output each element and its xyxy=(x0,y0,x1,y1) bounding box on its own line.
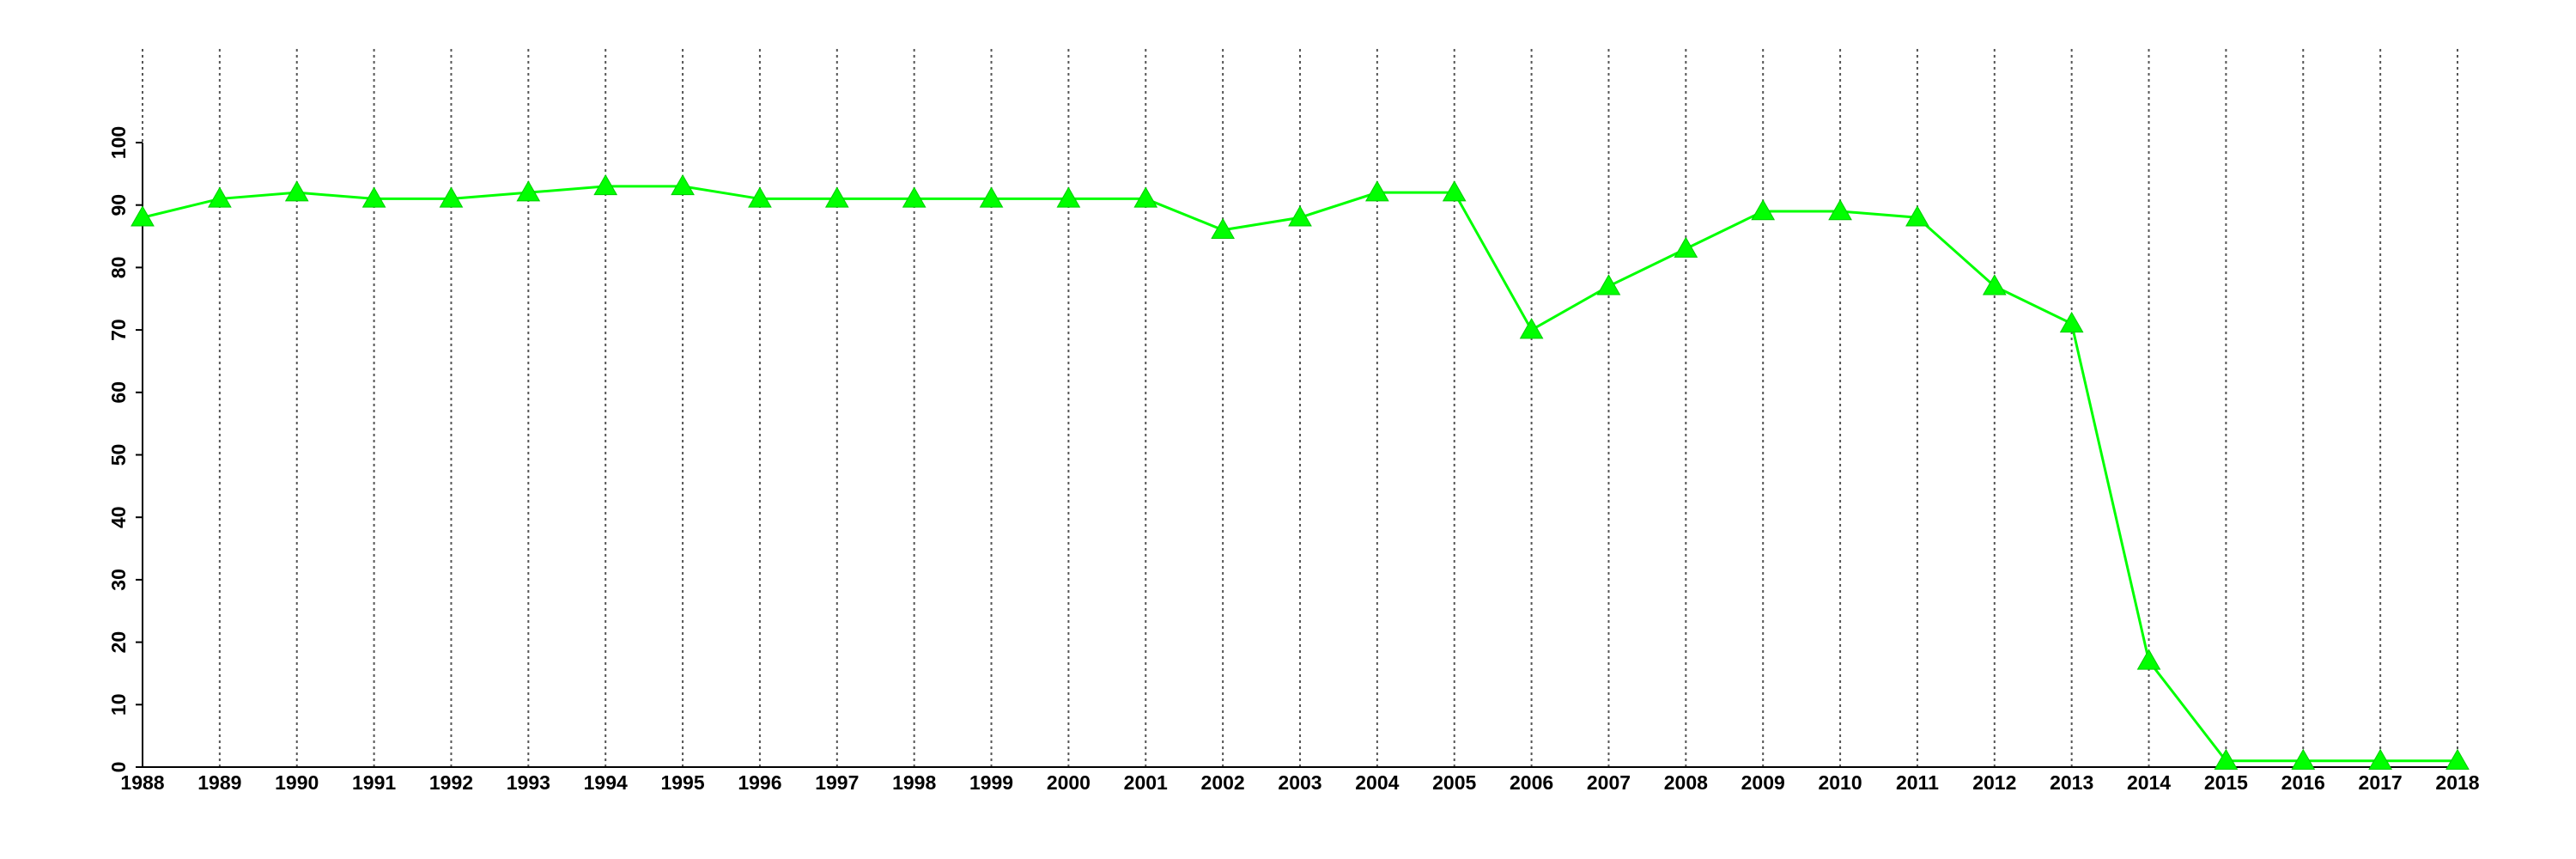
data-marker xyxy=(2368,748,2392,770)
data-marker xyxy=(1133,186,1158,208)
x-tick-label: 1999 xyxy=(969,771,1013,794)
x-tick-label: 2005 xyxy=(1432,771,1476,794)
y-tick-label: 70 xyxy=(107,319,130,341)
data-marker xyxy=(2291,748,2316,770)
x-tick-label: 2013 xyxy=(2050,771,2093,794)
x-tick-label: 2012 xyxy=(1972,771,2016,794)
data-marker xyxy=(2136,649,2161,670)
data-marker xyxy=(1442,180,1467,202)
data-marker xyxy=(361,186,386,208)
data-marker xyxy=(1905,205,1929,227)
x-tick-label: 1994 xyxy=(584,771,628,794)
data-marker xyxy=(593,174,618,196)
x-tick-label: 2011 xyxy=(1896,771,1939,794)
x-tick-label: 2014 xyxy=(2127,771,2171,794)
data-marker xyxy=(284,180,309,202)
x-tick-label: 2018 xyxy=(2435,771,2479,794)
x-tick-label: 2004 xyxy=(1355,771,1399,794)
data-marker xyxy=(1519,318,1544,339)
data-marker xyxy=(1674,236,1698,258)
x-tick-label: 2001 xyxy=(1124,771,1168,794)
data-marker xyxy=(824,186,849,208)
x-tick-label: 1991 xyxy=(352,771,396,794)
y-tick-label: 90 xyxy=(107,194,130,216)
x-tick-label: 2008 xyxy=(1664,771,1708,794)
data-marker xyxy=(1828,198,1852,221)
y-tick-label: 40 xyxy=(107,506,130,528)
x-tick-label: 1989 xyxy=(197,771,241,794)
data-marker xyxy=(2445,748,2470,770)
data-marker xyxy=(1751,198,1776,221)
x-tick-label: 1995 xyxy=(660,771,704,794)
x-tick-label: 1992 xyxy=(429,771,473,794)
x-tick-label: 1998 xyxy=(892,771,936,794)
data-marker xyxy=(516,180,541,202)
x-tick-label: 2017 xyxy=(2359,771,2403,794)
x-tick-label: 2010 xyxy=(1818,771,1862,794)
data-marker xyxy=(1288,205,1312,227)
y-tick-label: 80 xyxy=(107,257,130,279)
data-marker xyxy=(902,186,927,208)
x-tick-label: 1993 xyxy=(507,771,550,794)
x-tick-label: 1996 xyxy=(738,771,781,794)
x-tick-label: 2007 xyxy=(1587,771,1631,794)
data-marker xyxy=(1056,186,1081,208)
x-tick-label: 2006 xyxy=(1510,771,1553,794)
data-marker xyxy=(1211,217,1235,240)
x-tick-label: 2016 xyxy=(2281,771,2325,794)
x-tick-label: 2015 xyxy=(2204,771,2248,794)
data-marker xyxy=(2214,748,2239,770)
data-marker xyxy=(1596,274,1621,295)
data-marker xyxy=(2059,311,2084,333)
data-marker xyxy=(439,186,464,208)
y-tick-label: 60 xyxy=(107,381,130,404)
y-tick-label: 50 xyxy=(107,444,130,466)
x-tick-label: 1988 xyxy=(120,771,164,794)
x-tick-label: 2003 xyxy=(1278,771,1321,794)
y-tick-label: 20 xyxy=(107,631,130,654)
data-marker xyxy=(979,186,1004,208)
x-tick-label: 1990 xyxy=(275,771,319,794)
y-tick-label: 0 xyxy=(107,762,130,773)
data-marker xyxy=(1982,274,2007,295)
y-tick-label: 100 xyxy=(107,126,130,159)
x-tick-label: 1997 xyxy=(815,771,859,794)
x-tick-label: 2000 xyxy=(1047,771,1091,794)
data-marker xyxy=(131,205,155,227)
data-marker xyxy=(1365,180,1389,202)
y-tick-label: 30 xyxy=(107,569,130,591)
x-tick-label: 2002 xyxy=(1201,771,1245,794)
y-tick-label: 10 xyxy=(107,694,130,716)
x-tick-label: 2009 xyxy=(1741,771,1785,794)
data-marker xyxy=(748,186,772,208)
data-marker xyxy=(671,174,695,196)
data-marker xyxy=(208,186,232,208)
